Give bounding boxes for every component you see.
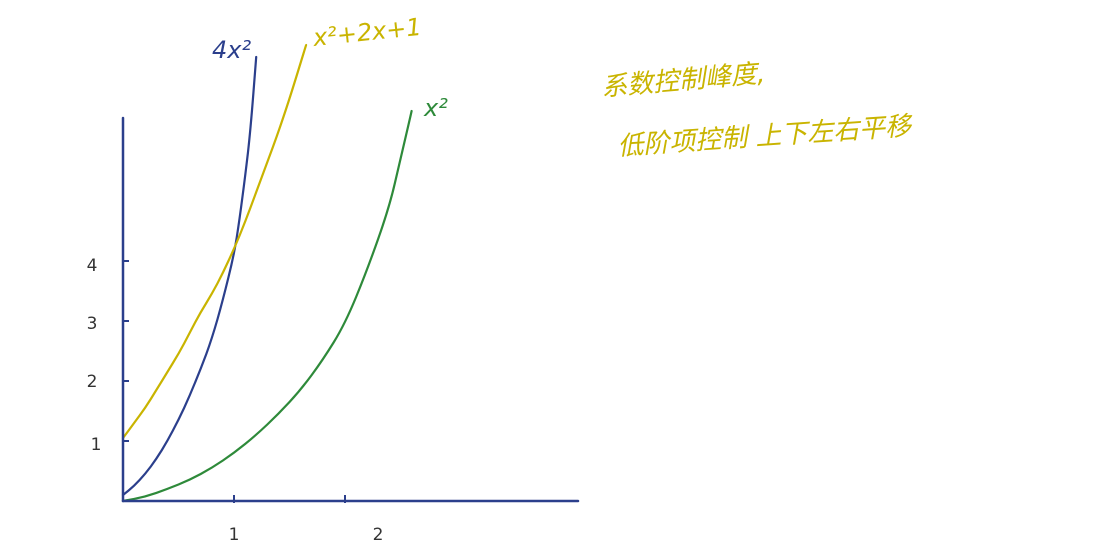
series-labels: 4x² x²+2x+1 x² [212, 13, 448, 122]
y-tick-label: 1 [91, 435, 102, 455]
series-label-4x2: 4x² [212, 36, 251, 64]
tick-marks [123, 260, 346, 503]
axes [121, 116, 580, 503]
series-label-x2: x² [423, 94, 448, 122]
y-tick-label: 3 [87, 314, 98, 334]
y-tick-label: 4 [87, 256, 98, 276]
annotation-line-1: 系数控制峰度, [600, 59, 766, 103]
curve-layer [121, 43, 413, 503]
series-line-0 [121, 55, 258, 497]
series-label-x2-2x-1: x²+2x+1 [311, 13, 423, 52]
y-tick-label: 2 [87, 372, 98, 392]
x-tick-labels: 1 2 [229, 525, 384, 545]
y-tick-labels: 1 2 3 4 [87, 256, 102, 455]
annotation-notes: 系数控制峰度, 低阶项控制 上下左右平移 [600, 59, 915, 162]
x-tick-label: 1 [229, 525, 240, 545]
series-line-2 [121, 109, 413, 503]
annotation-line-2: 低阶项控制 上下左右平移 [616, 111, 915, 162]
series-line-1 [121, 43, 308, 440]
x-tick-label: 2 [373, 525, 384, 545]
